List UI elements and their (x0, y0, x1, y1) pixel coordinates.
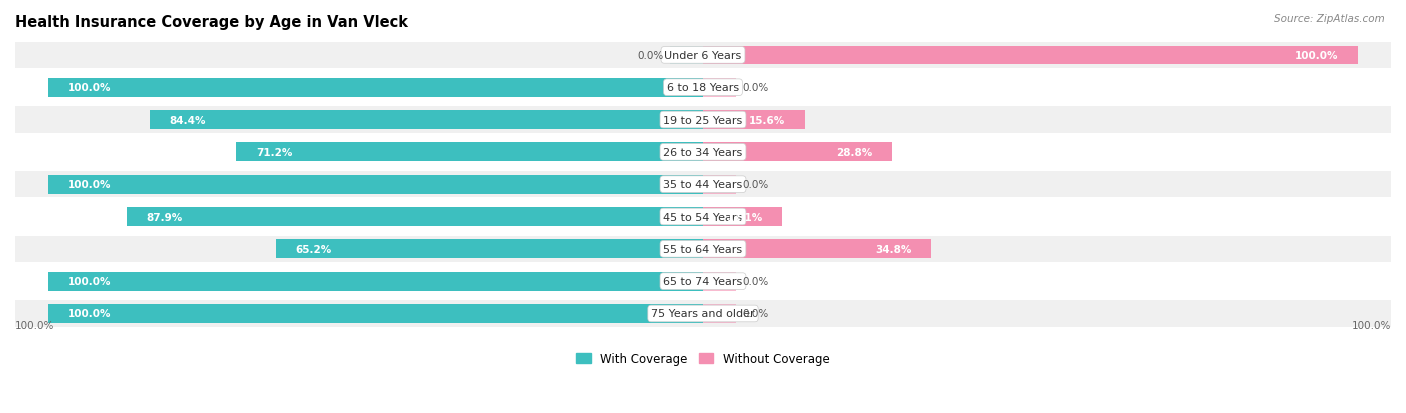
Bar (15, 301, 1391, 327)
Bar (15, 236, 1391, 262)
Bar (671, 46, 703, 65)
Text: Source: ZipAtlas.com: Source: ZipAtlas.com (1274, 14, 1385, 24)
Text: 71.2%: 71.2% (256, 147, 292, 157)
Bar (703, 78, 735, 97)
Text: 84.4%: 84.4% (170, 115, 207, 125)
Text: 55 to 64 Years: 55 to 64 Years (664, 244, 742, 254)
Text: 65.2%: 65.2% (295, 244, 332, 254)
Text: 15.6%: 15.6% (749, 115, 786, 125)
Text: 100.0%: 100.0% (67, 309, 111, 319)
Text: 100.0%: 100.0% (67, 180, 111, 190)
Bar (15, 75, 1391, 101)
Text: 75 Years and older: 75 Years and older (651, 309, 755, 319)
Bar (703, 176, 735, 194)
Bar (15, 268, 1391, 295)
Bar (15, 204, 1391, 230)
Bar (703, 46, 1358, 65)
Bar (703, 208, 782, 226)
Legend: With Coverage, Without Coverage: With Coverage, Without Coverage (572, 347, 834, 370)
Text: 100.0%: 100.0% (1295, 51, 1339, 61)
Bar (15, 139, 1391, 166)
Text: 100.0%: 100.0% (67, 83, 111, 93)
Bar (703, 111, 806, 130)
Text: 34.8%: 34.8% (875, 244, 911, 254)
Text: 65 to 74 Years: 65 to 74 Years (664, 276, 742, 287)
Bar (276, 240, 703, 259)
Bar (703, 143, 891, 162)
Bar (703, 272, 735, 291)
Bar (48, 176, 703, 194)
Bar (127, 208, 703, 226)
Text: Under 6 Years: Under 6 Years (665, 51, 741, 61)
Text: 0.0%: 0.0% (742, 180, 769, 190)
Text: 12.1%: 12.1% (727, 212, 762, 222)
Bar (703, 240, 931, 259)
Text: 0.0%: 0.0% (742, 309, 769, 319)
Text: 0.0%: 0.0% (742, 276, 769, 287)
Text: 100.0%: 100.0% (1351, 320, 1391, 330)
Text: 0.0%: 0.0% (637, 51, 664, 61)
Bar (150, 111, 703, 130)
Text: 0.0%: 0.0% (742, 83, 769, 93)
Text: 26 to 34 Years: 26 to 34 Years (664, 147, 742, 157)
Text: 19 to 25 Years: 19 to 25 Years (664, 115, 742, 125)
Bar (48, 272, 703, 291)
Bar (48, 304, 703, 323)
Bar (15, 107, 1391, 133)
Bar (48, 78, 703, 97)
Text: 100.0%: 100.0% (15, 320, 55, 330)
Text: 28.8%: 28.8% (835, 147, 872, 157)
Text: Health Insurance Coverage by Age in Van Vleck: Health Insurance Coverage by Age in Van … (15, 15, 408, 30)
Bar (703, 304, 735, 323)
Text: 45 to 54 Years: 45 to 54 Years (664, 212, 742, 222)
Text: 35 to 44 Years: 35 to 44 Years (664, 180, 742, 190)
Bar (236, 143, 703, 162)
Bar (15, 171, 1391, 198)
Text: 87.9%: 87.9% (146, 212, 183, 222)
Text: 6 to 18 Years: 6 to 18 Years (666, 83, 740, 93)
Text: 100.0%: 100.0% (67, 276, 111, 287)
Bar (15, 43, 1391, 69)
